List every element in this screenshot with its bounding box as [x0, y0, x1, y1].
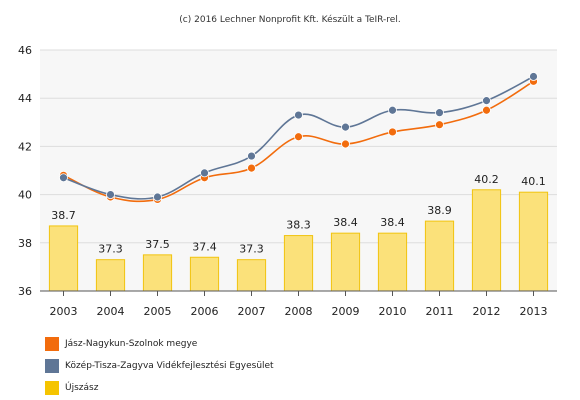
bar-data-label: 38.4	[380, 216, 405, 229]
legend-item: Jász-Nagykun-Szolnok megye	[45, 333, 274, 355]
bar	[236, 259, 267, 292]
bar-data-label: 37.3	[239, 243, 264, 256]
series-point	[388, 105, 397, 115]
chart: 36 38 40 42 44 46 2003 2004 2005 2006 2007 2008 2009…	[18, 44, 557, 318]
legend-swatch	[45, 381, 59, 395]
legend-label: Újszász	[65, 383, 99, 393]
bar	[330, 232, 361, 292]
bar	[189, 256, 220, 292]
series-point	[294, 132, 303, 142]
legend-swatch	[45, 337, 59, 351]
y-tick-label: 38	[18, 237, 32, 250]
series-point	[341, 122, 350, 132]
bar	[471, 189, 502, 292]
bar-data-label: 40.2	[474, 173, 499, 186]
y-tick-label: 42	[18, 140, 32, 153]
legend: Jász-Nagykun-Szolnok megye Közép-Tisza-Za…	[45, 333, 274, 399]
series-point	[106, 190, 115, 200]
x-tick-label: 2013	[520, 305, 548, 318]
y-tick-label: 46	[18, 44, 32, 57]
series-point	[153, 192, 162, 202]
y-tick-label: 40	[18, 189, 32, 202]
bar	[48, 225, 79, 292]
series-point	[482, 105, 491, 115]
x-tick-label: 2006	[191, 305, 219, 318]
x-tick-label: 2011	[426, 305, 454, 318]
legend-item: Közép-Tisza-Zagyva Vidékfejlesztési Egye…	[45, 355, 274, 377]
x-tick-label: 2007	[238, 305, 266, 318]
bar	[283, 235, 314, 292]
bar-data-label: 38.7	[51, 209, 76, 222]
bar	[142, 254, 173, 292]
series-point	[341, 139, 350, 149]
bar-data-label: 37.3	[98, 243, 123, 256]
x-tick-label: 2004	[97, 305, 125, 318]
series-point	[200, 168, 209, 178]
bar-data-label: 37.4	[192, 240, 217, 253]
series-point	[294, 110, 303, 120]
x-tick-label: 2010	[379, 305, 407, 318]
x-tick-label: 2012	[473, 305, 501, 318]
series-point	[482, 96, 491, 106]
legend-swatch	[45, 359, 59, 373]
series-point	[247, 151, 256, 161]
bar-data-label: 37.5	[145, 238, 170, 251]
bar	[377, 232, 408, 292]
bar-data-label: 38.9	[427, 204, 452, 217]
legend-label: Közép-Tisza-Zagyva Vidékfejlesztési Egye…	[65, 361, 274, 371]
bar	[95, 259, 126, 292]
series-point	[59, 173, 68, 183]
legend-item: Újszász	[45, 377, 274, 399]
x-tick-label: 2005	[144, 305, 172, 318]
chart-credit: (c) 2016 Lechner Nonprofit Kft. Készült …	[179, 15, 401, 25]
bar-data-label: 38.4	[333, 216, 358, 229]
series-point	[435, 120, 444, 130]
y-tick-label: 36	[18, 285, 32, 298]
x-tick-label: 2003	[50, 305, 78, 318]
bar	[424, 220, 455, 292]
x-tick-label: 2008	[285, 305, 313, 318]
bar-data-label: 38.3	[286, 219, 311, 232]
bar	[518, 191, 549, 292]
bar-data-label: 40.1	[521, 175, 546, 188]
series-point	[247, 163, 256, 173]
series-point	[435, 108, 444, 118]
series-point	[388, 127, 397, 137]
legend-label: Jász-Nagykun-Szolnok megye	[65, 339, 198, 349]
y-tick-label: 44	[18, 92, 32, 105]
series-point	[529, 72, 538, 81]
x-tick-label: 2009	[332, 305, 360, 318]
